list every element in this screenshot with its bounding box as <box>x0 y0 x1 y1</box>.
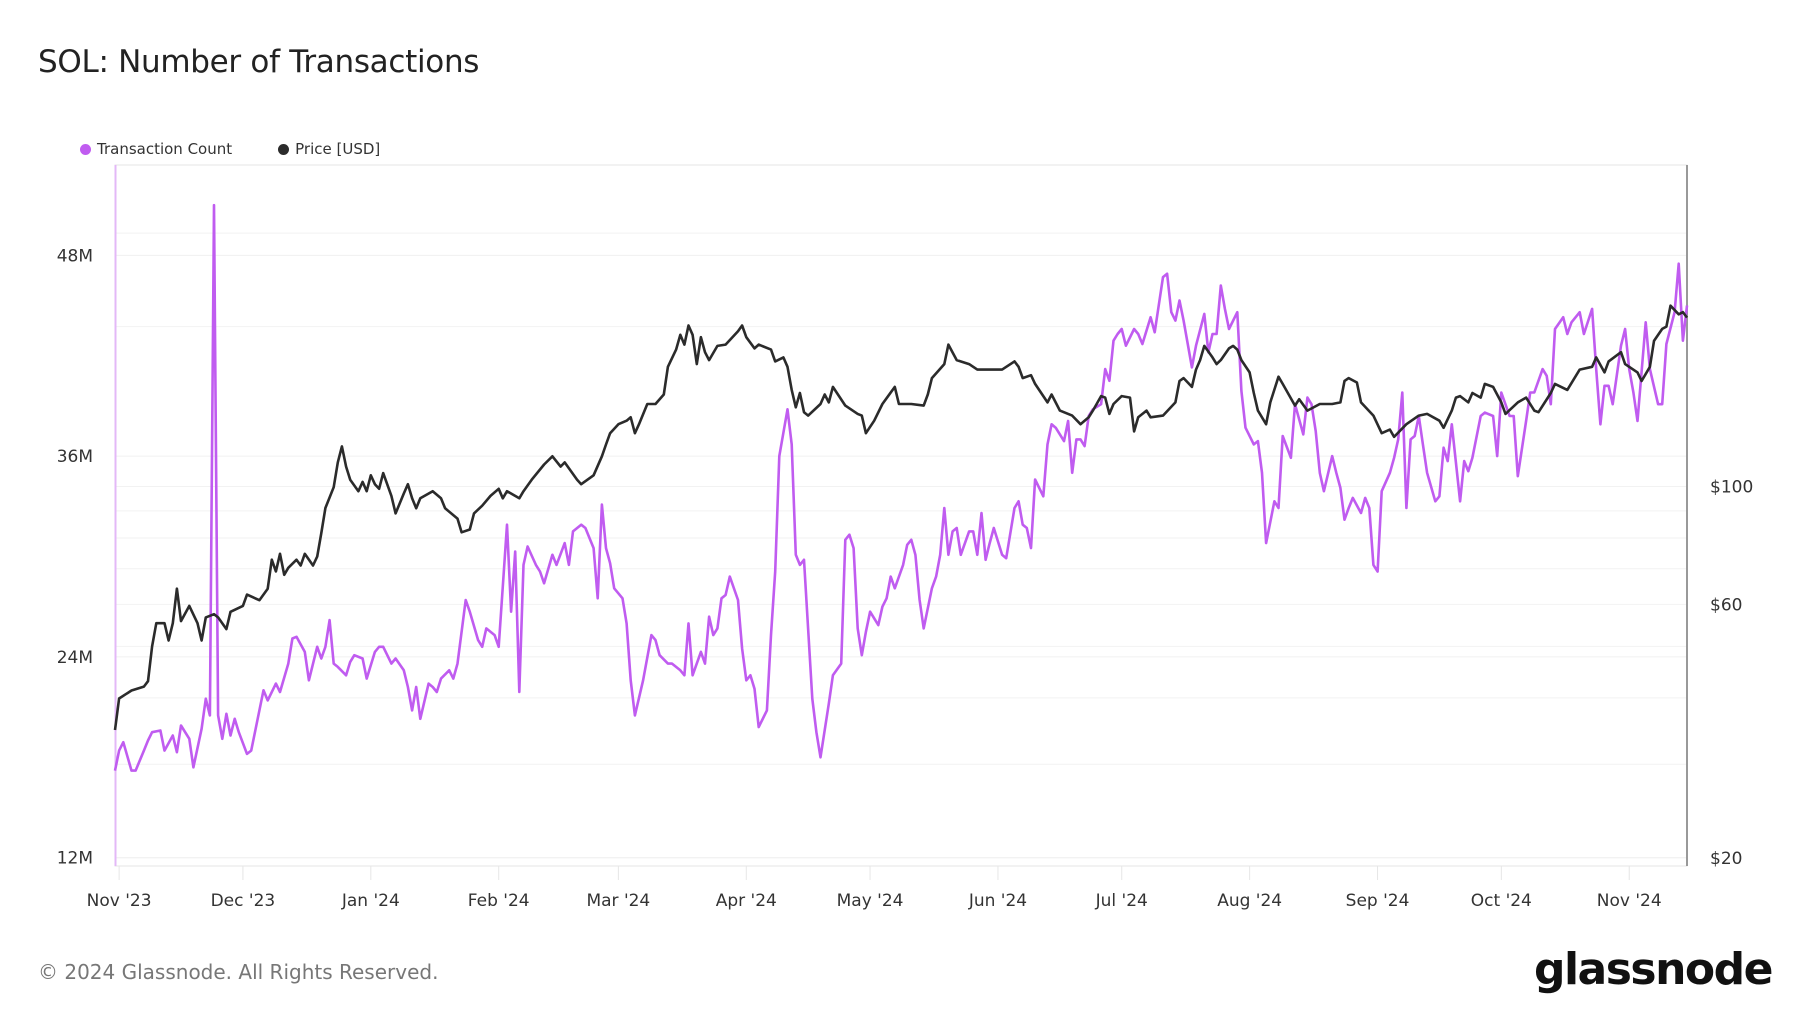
x-tick-label: Jun '24 <box>968 891 1027 911</box>
series-group <box>113 203 1689 772</box>
x-tick-label: Dec '23 <box>211 891 276 911</box>
x-tick-label: Feb '24 <box>468 891 530 911</box>
x-tick-label: Jul '24 <box>1095 891 1148 911</box>
x-tick-label: Aug '24 <box>1217 891 1282 911</box>
x-tick-label: Mar '24 <box>586 891 650 911</box>
series-line-price <box>113 304 1689 731</box>
legend-dot-icon <box>80 143 91 155</box>
y-right-tick-label: $60 <box>1710 595 1742 615</box>
legend: Transaction Count Price [USD] <box>80 140 380 158</box>
y-left-tick-label: 24M <box>57 648 93 668</box>
glassnode-logo: glassnode <box>1533 944 1774 995</box>
x-tick-label: Oct '24 <box>1471 891 1532 911</box>
series-line-transaction-count <box>113 203 1689 772</box>
legend-item-transaction-count[interactable]: Transaction Count <box>80 140 232 158</box>
x-tick-label: Nov '23 <box>87 891 152 911</box>
x-tick-label: Apr '24 <box>716 891 777 911</box>
copyright-text: © 2024 Glassnode. All Rights Reserved. <box>38 960 439 984</box>
x-tick-label: Sep '24 <box>1346 891 1410 911</box>
y-left-tick-label: 36M <box>57 447 93 467</box>
y-left-tick-label: 48M <box>57 246 93 266</box>
chart-title: SOL: Number of Transactions <box>38 44 480 80</box>
y-right-tick-label: $20 <box>1710 849 1742 869</box>
legend-label: Transaction Count <box>97 140 233 158</box>
legend-dot-icon <box>278 143 290 155</box>
x-tick-label: May '24 <box>837 891 904 911</box>
legend-item-price[interactable]: Price [USD] <box>278 140 380 158</box>
y-left-tick-label: 12M <box>57 849 93 869</box>
x-tick-label: Jan '24 <box>341 891 400 911</box>
legend-label: Price [USD] <box>295 140 381 158</box>
grid <box>115 232 1687 859</box>
x-tick-label: Nov '24 <box>1597 891 1662 911</box>
tick-labels: Nov '23 Dec '23 Jan '24 Feb '24 Mar '24 Apr '… <box>57 246 1754 911</box>
y-right-tick-label: $100 <box>1710 478 1753 498</box>
plot-frame <box>114 164 1688 867</box>
